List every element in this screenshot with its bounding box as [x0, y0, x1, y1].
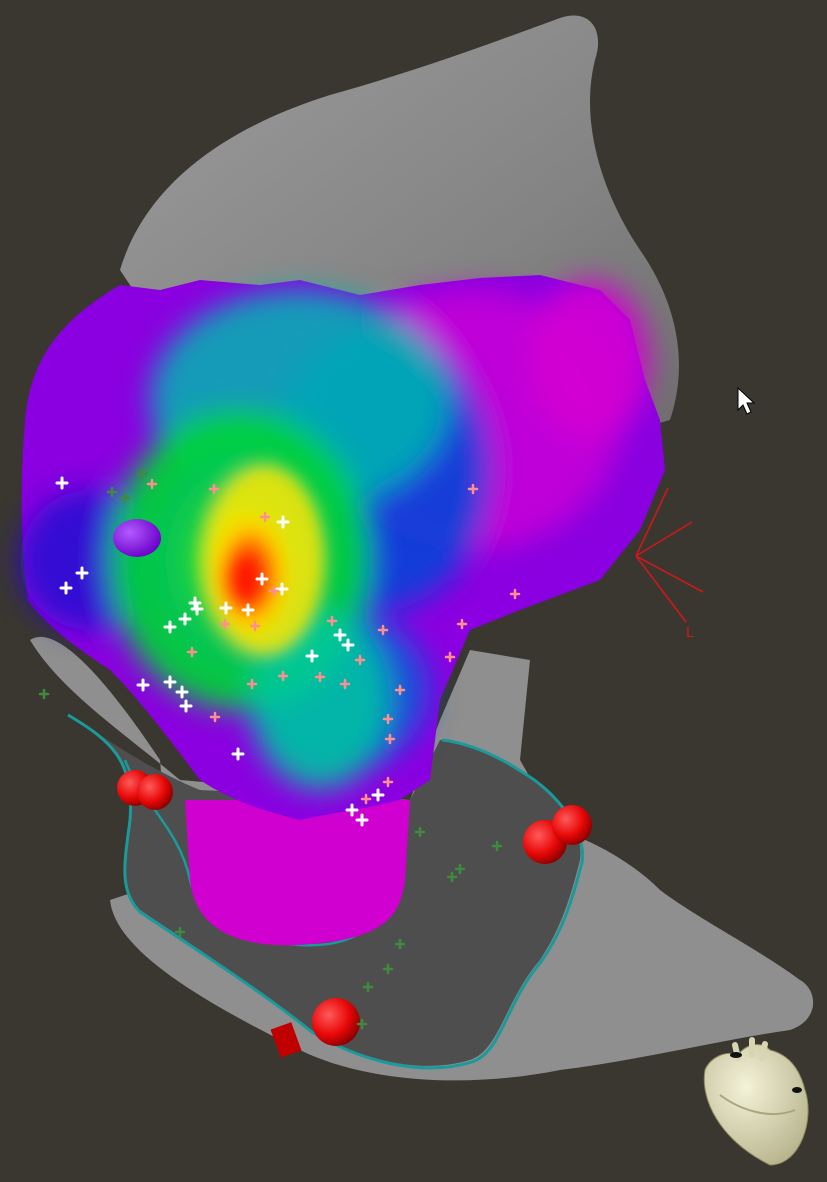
arrow-pointer-icon [737, 386, 756, 415]
white-points [55, 476, 385, 827]
activation-hotspot-layer [145, 440, 335, 680]
salmon-points [146, 478, 521, 805]
purple-landmark-marker [113, 519, 161, 557]
orientation-axes-marker [635, 487, 704, 623]
orientation-label: L [686, 624, 694, 641]
green-points [38, 468, 503, 1030]
heart-orientation-icon[interactable] [703, 1037, 809, 1166]
ablation-tags [117, 770, 592, 1058]
activation-tube [185, 800, 410, 946]
